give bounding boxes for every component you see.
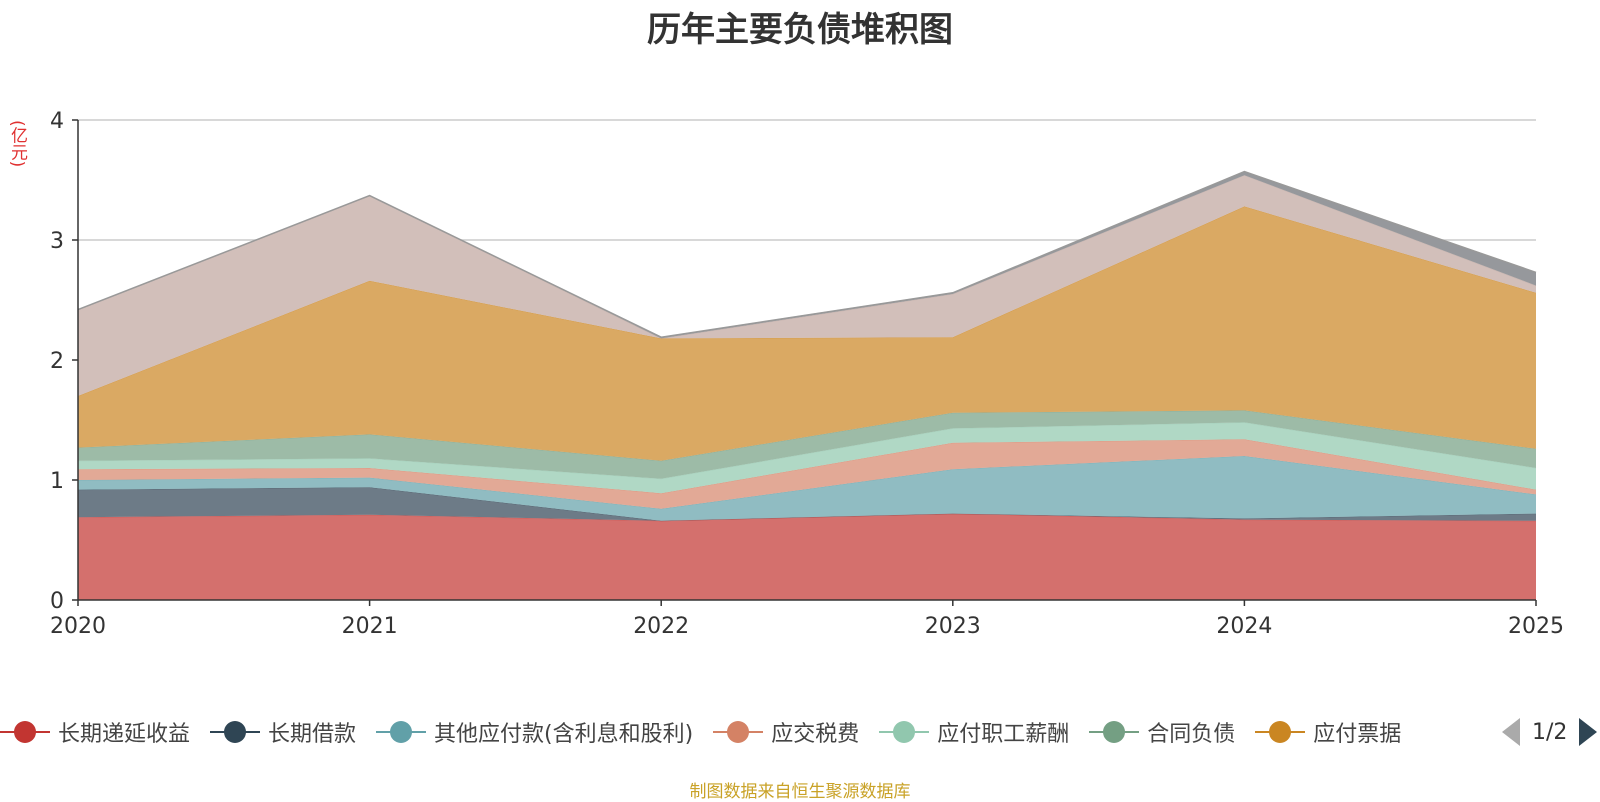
legend-swatch-icon [713,720,764,744]
y-tick-label: 4 [50,109,64,134]
legend-item[interactable]: 其他应付款(含利息和股利) [376,712,693,752]
legend-item[interactable]: 应交税费 [713,712,859,752]
area-series-line [77,513,1537,522]
y-tick-label: 2 [50,349,64,374]
legend: 长期递延收益 长期借款 其他应付款(含利息和股利) 应交税费 应付职工薪酬 合同负债 应付票… [0,712,1600,752]
y-tick-label: 3 [50,229,64,254]
y-axis-unit-label: (亿元) [7,120,27,168]
x-tick-label: 2024 [1216,614,1272,639]
area-series [78,513,1536,600]
legend-label: 长期递延收益 [58,722,191,747]
x-tick-label: 2020 [50,614,106,639]
legend-item[interactable]: 应付票据 [1255,712,1401,752]
legend-label: 应交税费 [771,722,860,747]
data-source-note: 制图数据来自恒生聚源数据库 [689,782,911,802]
legend-swatch-icon [879,720,930,744]
legend-swatch-icon [376,720,427,744]
legend-label: 其他应付款(含利息和股利) [434,722,694,747]
legend-label: 合同负债 [1147,722,1236,747]
legend-label: 应付职工薪酬 [937,722,1070,747]
area-series [78,456,1536,521]
legend-pager: 1/2 [1502,712,1598,752]
area-series [78,206,1536,461]
legend-items: 长期递延收益 长期借款 其他应付款(含利息和股利) 应交税费 应付职工薪酬 合同负债 应付票… [0,712,1478,752]
x-tick-label: 2021 [342,614,398,639]
y-tick-label: 0 [50,589,64,614]
area-series [78,410,1536,479]
legend-label: 应付票据 [1313,722,1402,747]
area-series-group [77,170,1537,600]
legend-label: 长期借款 [268,722,357,747]
legend-item[interactable]: 长期递延收益 [0,712,190,752]
legend-prev-page-button[interactable] [1502,718,1520,746]
y-tick-label: 1 [50,469,64,494]
legend-swatch-icon [0,720,50,744]
legend-next-page-button[interactable] [1579,718,1598,746]
legend-item[interactable]: 应付职工薪酬 [879,712,1069,752]
legend-swatch-icon [210,720,261,744]
legend-item[interactable]: 长期借款 [210,712,356,752]
area-series [78,175,1536,396]
legend-swatch-icon [1089,720,1140,744]
legend-page-indicator: 1/2 [1532,719,1568,745]
area-series [78,422,1536,494]
x-tick-label: 2025 [1508,614,1564,639]
legend-swatch-icon [1255,720,1306,744]
stack-top-outline [77,170,1537,338]
x-tick-label: 2022 [633,614,689,639]
axes: 0 1 2 3 4 2020 2021 2022 2023 2024 2025 [50,109,1564,639]
chart-title: 历年主要负债堆积图 [647,10,953,50]
x-tick-label: 2023 [925,614,981,639]
legend-item[interactable]: 合同负债 [1089,712,1235,752]
area-series [78,439,1536,509]
